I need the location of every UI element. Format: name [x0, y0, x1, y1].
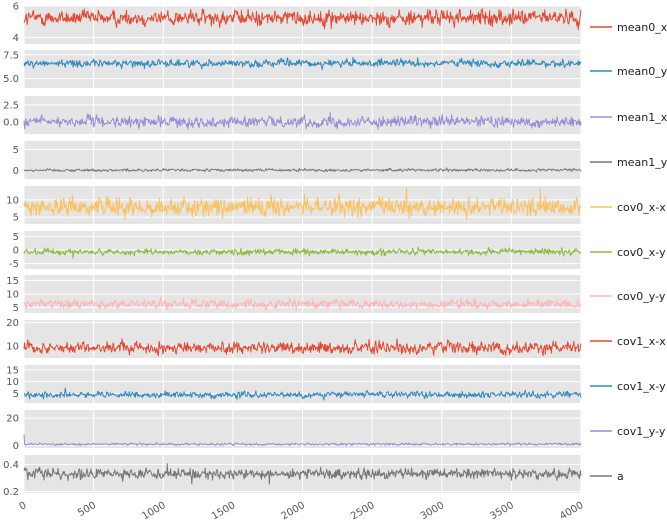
y-tick-label: 5	[13, 213, 19, 224]
legend-label-mean1-x: mean1_x	[617, 111, 667, 124]
y-tick-label: 0.2	[3, 487, 19, 498]
legend-label-cov0-x-y: cov0_x-y	[617, 246, 666, 259]
series-line-cov0-y-y	[23, 297, 582, 311]
x-tick-label: 1000	[140, 500, 168, 521]
y-tick-label: 10	[6, 290, 19, 301]
y-tick-label: 0	[13, 166, 19, 177]
y-tick-label: 4	[13, 33, 19, 44]
x-tick-label: 2500	[349, 500, 377, 521]
legend-label-cov1-y-y: cov1_y-y	[617, 425, 666, 438]
legend-label-mean0-y: mean0_y	[617, 65, 667, 78]
series-line-cov0-x-y	[23, 246, 582, 259]
legend-label-a: a	[617, 470, 624, 483]
subplot-cov0-x-y: -5 0 5 cov0_x-y	[9, 231, 666, 270]
y-tick-label: 10	[6, 342, 19, 353]
series-line-mean0-x	[23, 8, 582, 30]
subplot-cov0-y-y: 5 10 15 cov0_y-y	[6, 275, 666, 314]
y-tick-label: 15	[6, 365, 19, 376]
subplot-cov0-x-x: 5 10 cov0_x-x	[6, 186, 666, 224]
subplot-a: 0.2 0.4 a	[3, 455, 624, 498]
series-line-mean1-y	[23, 167, 582, 173]
series-line-a	[23, 463, 582, 485]
y-tick-label: 5	[13, 145, 19, 156]
legend-label-cov0-x-x: cov0_x-x	[617, 201, 666, 214]
x-tick-label: 0	[17, 500, 28, 513]
y-tick-label: 20	[6, 414, 19, 425]
subplot-cov1-y-y: 0 20 cov1_y-y	[6, 410, 666, 452]
y-tick-label: 7.5	[3, 50, 19, 61]
y-tick-label: 6	[13, 2, 19, 13]
y-tick-label: 0.0	[3, 117, 19, 128]
y-tick-label: 0	[13, 441, 19, 452]
x-tick-label: 1500	[210, 500, 238, 521]
legend-label-cov1-x-x: cov1_x-x	[617, 335, 666, 348]
subplot-mean0-x: 4 6 mean0_x	[13, 2, 667, 45]
series-line-cov1-y-y	[23, 434, 582, 447]
y-tick-label: 2.5	[3, 100, 19, 111]
series-line-mean0-y	[23, 56, 582, 71]
y-tick-label: 5.0	[3, 74, 19, 85]
y-tick-label: 5	[13, 389, 19, 400]
series-line-cov1-x-y	[24, 387, 582, 401]
x-tick-label: 500	[76, 500, 98, 519]
y-tick-label: 5	[13, 232, 19, 243]
legend-label-cov0-y-y: cov0_y-y	[617, 290, 666, 303]
y-tick-label: -5	[9, 259, 19, 270]
x-tick-label: 3500	[488, 500, 516, 521]
subplot-mean1-x: 0.0 2.5 mean1_x	[3, 96, 667, 134]
y-tick-label: 20	[6, 318, 19, 329]
x-tick-label: 3000	[419, 500, 447, 521]
series-line-mean1-x	[23, 112, 582, 130]
series-line-cov0-x-x	[23, 187, 582, 220]
legend-label-mean1-y: mean1_y	[617, 156, 667, 169]
legend-label-cov1-x-y: cov1_x-y	[617, 380, 666, 393]
series-line-cov1-x-x	[23, 338, 582, 357]
y-tick-label: 0.4	[3, 460, 19, 471]
y-tick-label: 10	[6, 195, 19, 206]
y-tick-label: 10	[6, 377, 19, 388]
x-tick-label: 2000	[279, 500, 307, 521]
subplot-mean1-y: 0 5 mean1_y	[13, 141, 667, 179]
legend-label-mean0-x: mean0_x	[617, 21, 667, 34]
x-tick-label: 4000	[558, 500, 586, 521]
subplot-mean0-y: 5.0 7.5 mean0_y	[3, 50, 667, 88]
y-tick-label: 15	[6, 276, 19, 287]
y-tick-label: 0	[13, 246, 19, 257]
y-tick-label: 5	[13, 303, 19, 314]
subplot-cov1-x-x: 10 20 cov1_x-x	[6, 318, 666, 358]
